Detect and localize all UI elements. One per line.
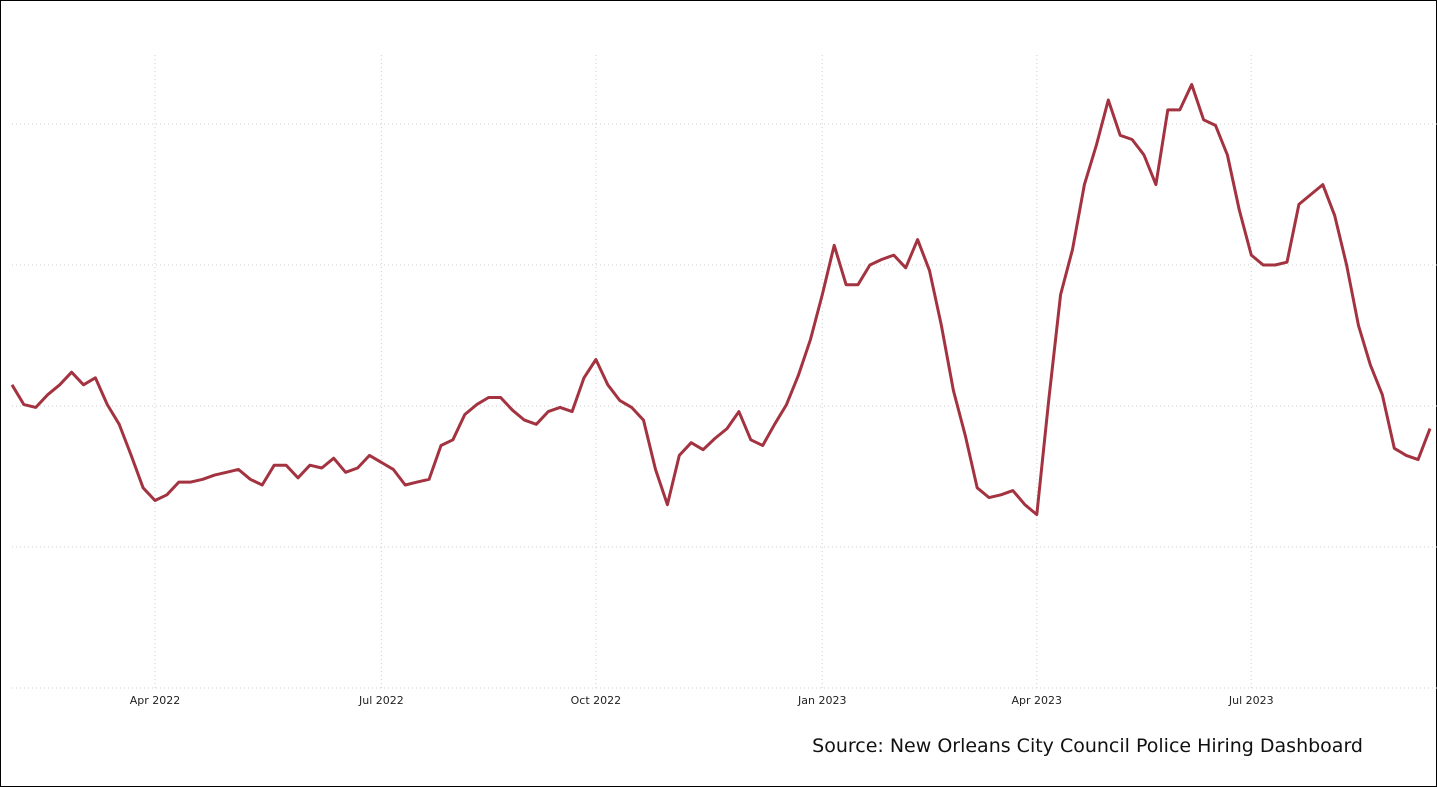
source-note: Source: New Orleans City Council Police … — [812, 735, 1363, 757]
x-tick-label: Jan 2023 — [797, 694, 846, 707]
x-tick-label: Oct 2022 — [571, 694, 622, 707]
data-line — [10, 83, 1432, 517]
x-tick-label: Jul 2022 — [358, 694, 404, 707]
x-tick-label: Jul 2023 — [1228, 694, 1274, 707]
x-tick-label: Apr 2023 — [1012, 694, 1063, 707]
x-tick-label: Apr 2022 — [130, 694, 181, 707]
